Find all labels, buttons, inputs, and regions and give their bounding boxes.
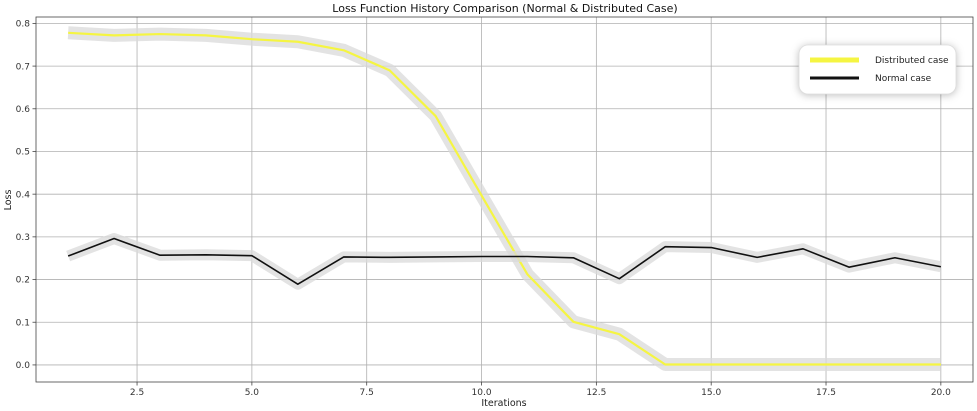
y-tick-label: 0.5 <box>16 148 30 158</box>
y-tick-label: 0.1 <box>16 318 30 328</box>
x-tick-label: 12.5 <box>586 388 606 398</box>
y-axis-label: Loss <box>3 190 14 211</box>
y-tick-label: 0.0 <box>16 361 31 371</box>
legend: Distributed case Normal case <box>798 44 957 95</box>
x-axis-label: Iterations <box>481 398 526 409</box>
x-tick-label: 7.5 <box>360 388 374 398</box>
series-layer <box>66 26 942 371</box>
y-tick-label: 0.8 <box>16 20 31 30</box>
y-tick-label: 0.4 <box>16 190 31 200</box>
series-line-distributed-case <box>68 31 941 366</box>
x-tick-label: 15.0 <box>701 388 721 398</box>
y-tick-label: 0.6 <box>16 105 31 115</box>
y-tick-label: 0.3 <box>16 233 30 243</box>
x-tick-label: 10.0 <box>472 388 492 398</box>
x-tick-label: 17.5 <box>816 388 836 398</box>
legend-label-distributed-case: Distributed case <box>875 56 949 66</box>
x-tick-label: 5.0 <box>245 388 260 398</box>
y-tick-label: 0.2 <box>16 276 30 286</box>
plot-frame <box>35 16 974 383</box>
ticks: 2.5 5.0 7.5 10.0 12.5 15.0 17.5 20.0 0.0 0.1 0.2 0.… <box>16 20 951 398</box>
x-tick-label: 2.5 <box>130 388 144 398</box>
legend-label-normal-case: Normal case <box>875 74 932 84</box>
series-line-normal-case <box>67 237 942 286</box>
legend-box <box>798 44 957 95</box>
x-tick-label: 20.0 <box>931 388 951 398</box>
grid <box>36 17 973 382</box>
y-tick-label: 0.7 <box>16 62 30 72</box>
chart-title: Loss Function History Comparison (Normal… <box>332 2 677 15</box>
